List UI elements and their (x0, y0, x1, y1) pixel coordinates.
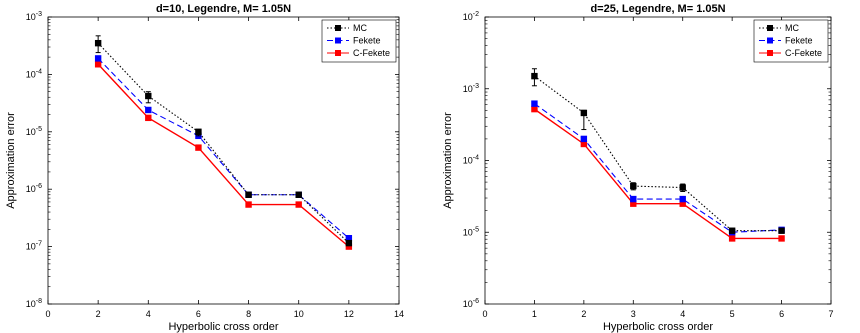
legend-box (321, 19, 397, 63)
series-fekete (94, 55, 353, 242)
data-point (580, 109, 588, 117)
x-tick-label: 6 (196, 309, 201, 319)
x-tick-label: 2 (96, 309, 101, 319)
series-line (534, 75, 782, 232)
x-tick-label: 0 (45, 309, 50, 319)
legend-marker (335, 25, 341, 31)
x-axis-label: Hyperbolic cross order (168, 321, 278, 333)
x-tick-label: 3 (631, 309, 636, 319)
y-axis-label: Approximation error (442, 112, 454, 209)
series-line (97, 63, 350, 248)
data-point (245, 191, 252, 198)
data-point (295, 191, 302, 198)
x-tick-label: 14 (394, 309, 404, 319)
legend-marker (767, 50, 773, 56)
data-point (145, 92, 152, 100)
data-point (728, 235, 736, 242)
data-point (94, 55, 102, 62)
data-point (580, 140, 588, 148)
legend-marker (335, 37, 341, 44)
data-point (679, 195, 686, 203)
legend-marker (767, 25, 773, 31)
data-point (195, 128, 202, 135)
x-tick-label: 7 (828, 309, 833, 319)
legend-label: C-Fekete (785, 48, 822, 58)
legend-label: MC (785, 23, 799, 33)
legend: MC Fekete C-Fekete (321, 19, 397, 63)
x-tick-label: 8 (246, 309, 251, 319)
data-point (195, 144, 202, 151)
series-c-fekete (94, 61, 353, 250)
x-tick-label: 12 (344, 309, 354, 319)
data-point (94, 39, 102, 47)
data-point (531, 72, 538, 80)
chart-title: d=10, Legendre, M= 1.05N (156, 3, 291, 15)
legend-marker (335, 50, 341, 56)
chart-2: 10-6 10-5 10-4 10-3 10-2 0 1 2 3 4 5 6 7 d=25, Legend… (442, 3, 834, 333)
y-tick-label: 10-8 (26, 298, 42, 309)
chart-title: d=25, Legendre, M= 1.05N (590, 3, 725, 15)
data-point (630, 200, 637, 207)
data-point (531, 100, 538, 107)
series-line (97, 42, 350, 244)
y-tick-label: 10-3 (463, 83, 479, 94)
y-tick-label: 10-5 (463, 226, 479, 237)
data-point (145, 114, 152, 122)
data-point (245, 201, 252, 208)
data-point (295, 201, 302, 208)
x-axis-label: Hyperbolic cross order (603, 321, 713, 333)
series-mc (94, 35, 353, 247)
x-tick-label: 4 (680, 309, 685, 319)
data-point (345, 243, 353, 250)
legend-marker (767, 37, 773, 44)
data-point (778, 235, 785, 242)
x-tick-label: 6 (779, 309, 784, 319)
y-tick-label: 10-2 (463, 11, 479, 22)
chart-1: 10-8 10-7 10-6 10-5 10-4 10-3 0 2 4 6 8 10 12 14 d=10,… (5, 3, 404, 333)
data-point (345, 239, 353, 247)
series-line (534, 108, 782, 240)
legend-box (753, 19, 829, 63)
data-point (94, 61, 102, 68)
y-tick-label: 10-7 (26, 241, 42, 252)
data-point (580, 135, 588, 143)
y-tick-label: 10-5 (26, 126, 42, 137)
y-tick-label: 10-4 (26, 68, 42, 79)
series-line (97, 58, 350, 239)
x-tick-label: 5 (730, 309, 735, 319)
data-point (679, 184, 686, 191)
data-point (778, 227, 785, 234)
y-tick-label: 10-3 (26, 11, 42, 22)
series-mc (531, 68, 785, 234)
data-point (630, 182, 637, 190)
data-point (345, 235, 353, 242)
data-point (630, 195, 637, 203)
series-fekete (531, 100, 785, 236)
y-tick-label: 10-4 (463, 155, 479, 166)
x-tick-label: 2 (581, 309, 586, 319)
data-point (145, 106, 152, 114)
legend-label: Fekete (353, 36, 381, 46)
legend-label: C-Fekete (353, 48, 390, 58)
data-point (531, 105, 538, 113)
x-tick-label: 1 (532, 309, 537, 319)
data-point (728, 227, 736, 234)
axes-box (47, 16, 400, 305)
x-tick-label: 4 (146, 309, 151, 319)
series-c-fekete (531, 105, 785, 242)
y-tick-label: 10-6 (463, 298, 479, 309)
data-point (679, 200, 686, 207)
x-tick-label: 10 (294, 309, 304, 319)
y-axis-label: Approximation error (5, 112, 17, 209)
y-tick-label: 10-6 (26, 183, 42, 194)
legend-label: Fekete (785, 36, 813, 46)
legend-label: MC (353, 23, 367, 33)
series-line (534, 103, 782, 233)
x-tick-label: 0 (482, 309, 487, 319)
legend: MC Fekete C-Fekete (753, 19, 829, 63)
